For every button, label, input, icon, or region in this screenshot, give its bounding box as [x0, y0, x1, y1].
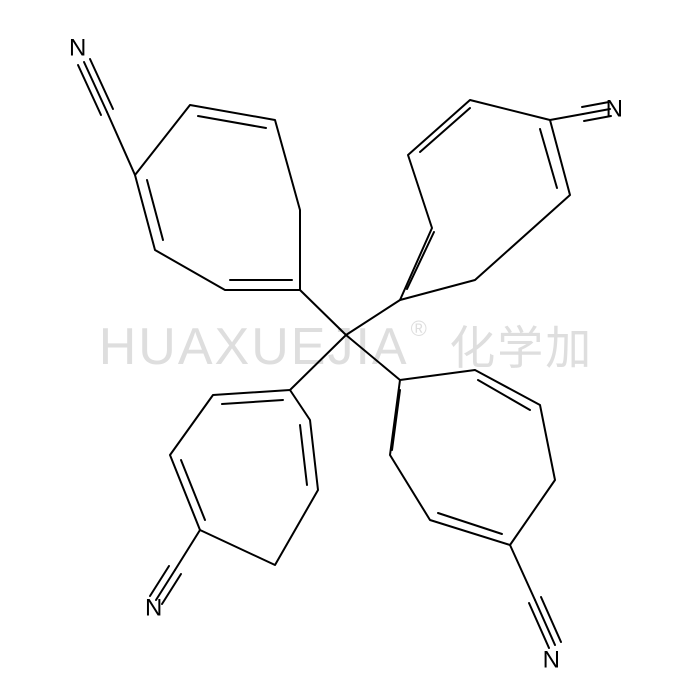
- molecule-diagram: N N N N: [0, 0, 692, 690]
- ringC-outline: [170, 390, 318, 565]
- ringD-double-bond-1: [392, 390, 400, 450]
- ringB-outline: [400, 100, 570, 300]
- atom-label-N3: N: [145, 594, 162, 621]
- ringC-double-bond-3: [300, 425, 307, 485]
- ringA-cyano-single: [107, 112, 135, 175]
- ring-A: [78, 59, 300, 290]
- center-bonds: [290, 290, 400, 390]
- bond-center-ringB: [346, 300, 400, 335]
- ringD-outline: [390, 370, 555, 545]
- ringD-cyano-single: [510, 545, 535, 600]
- ringC-cyano-triple-c: [150, 566, 169, 596]
- ringB-cyano-single: [550, 114, 583, 120]
- atom-label-N2: N: [606, 95, 623, 122]
- atom-label-N4: N: [543, 646, 560, 673]
- bond-center-ringD: [346, 335, 400, 380]
- ring-D: [390, 370, 561, 648]
- bond-center-ringC: [290, 335, 346, 390]
- ring-C: [150, 390, 318, 604]
- ringC-cyano-single: [175, 530, 200, 570]
- ringA-double-bond-3: [198, 116, 266, 128]
- ringA-outline: [135, 105, 300, 290]
- ringB-double-bond-1: [407, 232, 434, 289]
- ringD-double-bond-2: [438, 513, 502, 534]
- bond-center-ringA: [300, 290, 346, 335]
- ring-B: [400, 100, 611, 300]
- ringC-double-bond-1: [222, 400, 283, 404]
- ringC-cyano-triple-b: [162, 574, 181, 604]
- ringB-double-bond-2: [420, 108, 470, 152]
- atom-label-N1: N: [69, 34, 86, 61]
